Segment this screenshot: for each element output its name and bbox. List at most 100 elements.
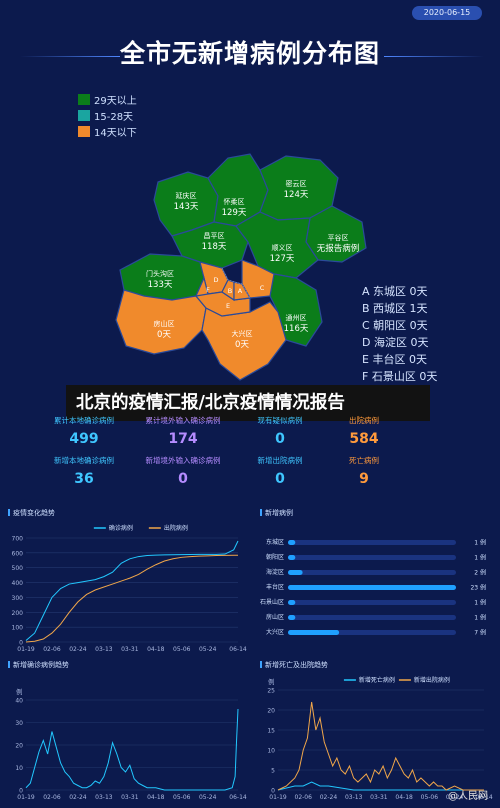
bar xyxy=(288,600,296,605)
x-tick-label: 02-06 xyxy=(43,646,61,653)
x-tick-label: 06-14 xyxy=(475,794,493,801)
legend-text: 新增出院病例 xyxy=(414,676,450,684)
y-tick-label: 700 xyxy=(12,536,24,543)
map-district-days: 116天 xyxy=(284,324,309,334)
y-tick-label: 500 xyxy=(12,565,24,572)
y-tick-label: 400 xyxy=(12,580,24,587)
bar-value-label: 23 例 xyxy=(470,584,486,592)
series-line-1 xyxy=(277,701,484,791)
map-district-name: 顺义区 xyxy=(272,244,293,252)
map-district-name: 延庆区 xyxy=(176,191,197,200)
x-tick-label: 05-24 xyxy=(446,794,464,801)
map-district-name: 平谷区 xyxy=(328,233,349,242)
bar xyxy=(288,570,303,575)
map-code-label: E xyxy=(226,302,230,310)
y-axis-unit: 例 xyxy=(268,677,275,686)
y-tick-label: 0 xyxy=(271,788,275,795)
map-district-name: 怀柔区 xyxy=(224,197,245,206)
y-tick-label: 40 xyxy=(15,698,23,705)
stat-card: 累计本地确诊病例 499 xyxy=(19,416,149,448)
map-code-label: D xyxy=(213,276,218,284)
bar-value-label: 1 例 xyxy=(474,554,486,562)
x-tick-label: 01-19 xyxy=(269,794,287,801)
stat-label: 出院病例 xyxy=(349,416,379,425)
map-district-days: 0天 xyxy=(235,340,249,350)
date-badge: 2020-06-15 xyxy=(412,6,482,20)
x-tick-label: 02-24 xyxy=(320,794,338,801)
legend-swatch xyxy=(78,125,90,137)
stat-label: 新增本地确诊病例 xyxy=(54,456,114,465)
x-tick-label: 02-06 xyxy=(295,794,313,801)
panel-title-new-death: 新增死亡及出院趋势 xyxy=(260,660,328,670)
code-list-item: E 丰台区 0天 xyxy=(362,353,427,366)
x-tick-label: 02-24 xyxy=(69,794,87,801)
map-district-name: 昌平区 xyxy=(204,232,225,240)
bar-track xyxy=(288,570,456,575)
watermark: @人民网 xyxy=(448,791,488,802)
bar-track xyxy=(288,555,456,560)
bar xyxy=(288,540,296,545)
map-region-shunyi[interactable] xyxy=(235,211,319,279)
legend-text: 出院病例 xyxy=(164,524,188,532)
y-tick-label: 20 xyxy=(15,743,23,750)
stat-value: 0 xyxy=(275,431,285,447)
stat-value: 9 xyxy=(359,471,369,487)
x-tick-label: 05-06 xyxy=(173,794,191,801)
stat-label: 累计本地确诊病例 xyxy=(54,416,114,425)
map-district-days: 无报告病例 xyxy=(317,243,360,254)
x-tick-label: 03-13 xyxy=(95,794,113,801)
bar-category-label: 朝阳区 xyxy=(266,553,284,561)
title-divider-left xyxy=(20,56,120,57)
new-confirmed-chart: 0 10 20 30 40 01-19 02-06 02-24 03-13 03-31 04-18 0… xyxy=(15,687,247,801)
y-tick-label: 0 xyxy=(19,788,23,795)
stat-value: 174 xyxy=(168,431,198,447)
stat-value: 584 xyxy=(349,431,379,447)
map-code-label: A xyxy=(238,287,243,295)
bar xyxy=(288,585,456,590)
bar-category-label: 东城区 xyxy=(266,538,284,546)
code-list-item: B 西城区 1天 xyxy=(362,302,428,315)
y-tick-label: 100 xyxy=(12,625,24,632)
y-tick-label: 10 xyxy=(267,748,275,755)
y-tick-label: 200 xyxy=(12,610,24,617)
stat-label: 新增出院病例 xyxy=(257,456,303,465)
page-title: 全市无新增病例分布图 xyxy=(119,39,380,68)
stat-card: 现有疑似病例 0 xyxy=(215,416,345,448)
y-axis-unit: 例 xyxy=(16,687,23,696)
bar xyxy=(288,630,340,635)
y-tick-label: 30 xyxy=(15,720,23,727)
stat-value: 0 xyxy=(178,471,188,487)
map-district-days: 133天 xyxy=(148,280,173,290)
bar-track xyxy=(288,615,456,620)
x-tick-label: 01-19 xyxy=(17,646,35,653)
map-district-days: 129天 xyxy=(222,208,247,218)
x-tick-label: 06-14 xyxy=(229,794,247,801)
x-tick-label: 03-13 xyxy=(345,794,363,801)
panel-title-new-cases: 新增病例 xyxy=(260,508,293,518)
series-line-1 xyxy=(25,554,238,643)
map-code-label: B xyxy=(228,287,232,295)
x-tick-label: 03-31 xyxy=(121,646,139,653)
stat-value: 0 xyxy=(275,471,285,487)
y-tick-label: 15 xyxy=(267,728,275,735)
bar-value-label: 1 例 xyxy=(474,599,486,607)
code-list-item: C 朝阳区 0天 xyxy=(362,319,428,332)
bar-value-label: 1 例 xyxy=(474,539,486,547)
map-district-name: 门头沟区 xyxy=(146,269,174,278)
y-tick-label: 20 xyxy=(267,708,275,715)
x-tick-label: 05-24 xyxy=(199,646,217,653)
legend-item-14days: 14天以下 xyxy=(78,125,137,139)
legend-item-29days: 29天以上 xyxy=(78,93,137,107)
legend-text: 新增死亡病例 xyxy=(359,676,395,684)
bar xyxy=(288,615,296,620)
stat-card: 新增境外输入确诊病例 0 xyxy=(118,456,248,488)
x-tick-label: 05-06 xyxy=(173,646,191,653)
panel-title-new-confirmed: 新增确诊病例趋势 xyxy=(8,660,69,670)
y-tick-label: 25 xyxy=(267,688,275,695)
bar-category-label: 海淀区 xyxy=(266,568,284,576)
stat-card: 新增出院病例 0 xyxy=(215,456,345,488)
bar-category-label: 丰台区 xyxy=(266,583,284,591)
stat-card: 出院病例 584 xyxy=(299,416,429,448)
headline-banner: 北京的疫情汇报/北京疫情情况报告 xyxy=(66,385,430,421)
